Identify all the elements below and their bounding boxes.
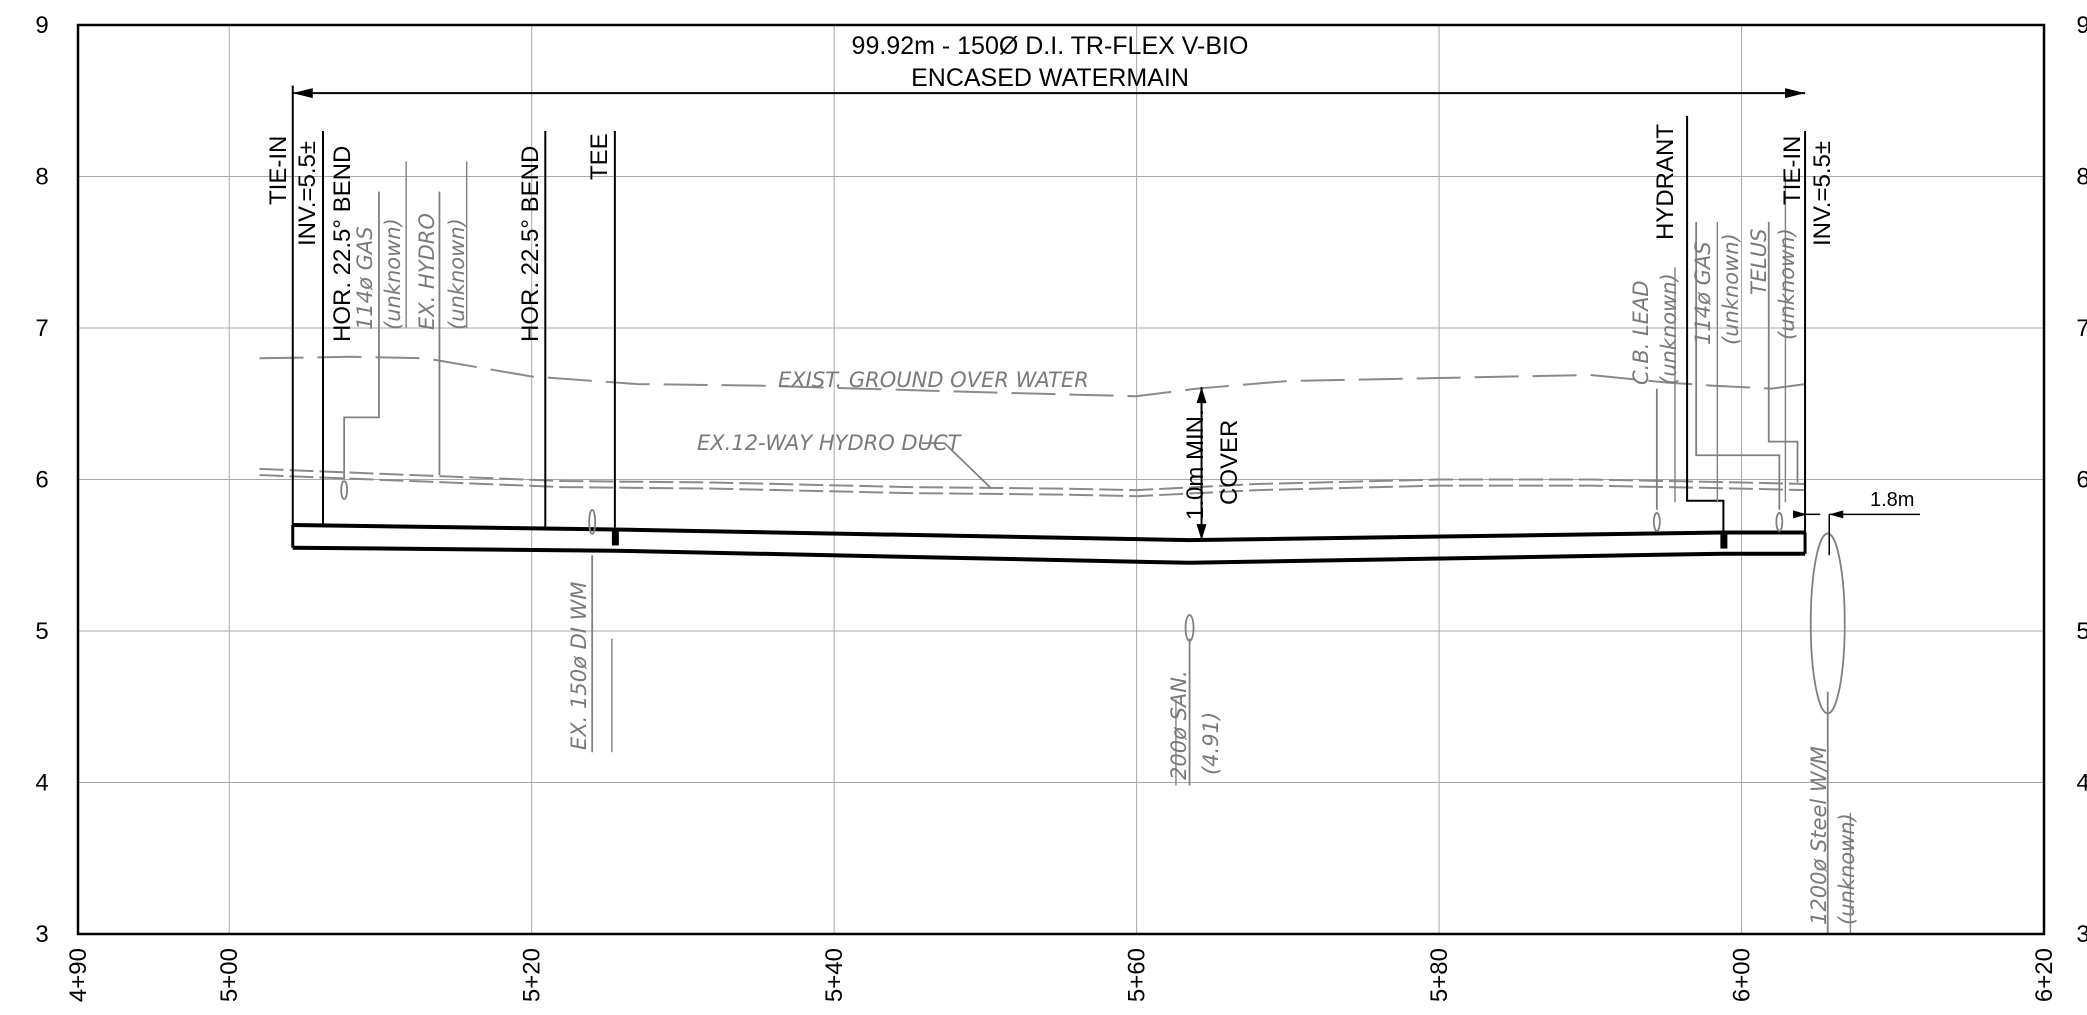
san-sub-label: (4.91) — [1199, 712, 1223, 775]
cb-lead-label: C.B. LEAD — [1629, 280, 1653, 385]
y-tick-label-left: 9 — [35, 12, 48, 39]
offset-arrow-right — [1829, 510, 1844, 519]
utility-pipe-section — [588, 509, 597, 535]
hydrant-leader-line — [1686, 115, 1725, 533]
utilities-layer — [340, 480, 1846, 715]
bend-mid-label: HOR. 22.5° BEND — [517, 146, 544, 342]
x-tick-label: 4+90 — [65, 948, 92, 1002]
gas-right-sub-label: (unknown) — [1719, 233, 1743, 345]
tee-label: TEE — [586, 133, 613, 180]
x-tick-label: 5+00 — [216, 948, 243, 1002]
hydro-duct-layer — [259, 467, 1806, 498]
y-tick-label-right: 4 — [2076, 770, 2087, 797]
cover-arrow-bottom — [1196, 524, 1207, 541]
x-tick-label: 5+60 — [1124, 948, 1151, 1002]
x-tick-label: 5+40 — [821, 948, 848, 1002]
y-tick-label-left: 6 — [35, 467, 48, 494]
title-line-2: ENCASED WATERMAIN — [911, 64, 1189, 92]
y-tick-label-left: 7 — [35, 315, 48, 342]
utility-pipe-section — [1652, 512, 1661, 532]
cover-arrow-top — [1196, 387, 1207, 404]
hydro-duct-line-bottom — [259, 474, 1806, 498]
utility-leader-line — [343, 191, 380, 480]
steel-wm-label: 1200ø Steel W/M — [1807, 746, 1831, 925]
cover-label-2: COVER — [1216, 420, 1243, 505]
cover-label-1: 1.0m MIN. — [1182, 409, 1209, 520]
telus-label: TELUS — [1747, 229, 1771, 296]
title-line-1: 99.92m - 150Ø D.I. TR-FLEX V-BIO — [852, 32, 1249, 60]
y-tick-label-right: 7 — [2076, 315, 2087, 342]
tie-in-left-label: TIE-IN — [265, 136, 292, 205]
leader-lines-layer — [291, 85, 1852, 934]
ground-line — [259, 355, 1806, 398]
arrow-right — [1785, 88, 1806, 99]
utility-pipe-section — [1184, 614, 1195, 642]
y-tick-label-right: 5 — [2076, 618, 2087, 645]
inv-left-label: INV.=5.5± — [294, 141, 321, 246]
utility-leader-line — [1767, 221, 1799, 483]
x-tick-label: 6+20 — [2031, 948, 2058, 1002]
utility-pipe-section — [1809, 532, 1846, 715]
gas-left-sub-label: (unknown) — [381, 218, 405, 330]
plot-frame — [76, 23, 2046, 936]
arrow-left — [292, 88, 313, 99]
san-label: 200ø SAN. — [1167, 670, 1191, 780]
watermain-pipe-layer — [291, 523, 1807, 565]
hydro-duct-label: EX.12-WAY HYDRO DUCT — [697, 431, 963, 455]
utility-pipe-section — [1775, 512, 1784, 532]
hydro-label: EX. HYDRO — [415, 213, 439, 330]
di-wm-label: EX. 150ø DI WM — [567, 581, 591, 750]
x-tick-label: 5+80 — [1426, 948, 1453, 1002]
telus-sub-label: (unknown) — [1775, 228, 1799, 340]
y-tick-label-right: 9 — [2076, 12, 2087, 39]
offset-dimension-label: 1.8m — [1870, 489, 1914, 511]
tee-block — [611, 529, 619, 546]
axes-layer: 3 3 4 4 5 5 6 6 7 7 8 8 9 9 4+90 5+00 5+20 5+40 5+60 5+80 6+… — [35, 12, 2087, 1002]
ground-line-layer — [259, 355, 1806, 398]
tie-in-right-label: TIE-IN — [1779, 136, 1806, 205]
hydrant-label: HYDRANT — [1652, 124, 1679, 240]
hydrant-block — [1720, 532, 1728, 549]
gas-right-label: 114ø GAS — [1691, 241, 1715, 345]
y-tick-label-right: 3 — [2076, 921, 2087, 948]
y-tick-label-right: 6 — [2076, 467, 2087, 494]
cb-lead-sub-label: (unknown) — [1657, 273, 1681, 385]
pipe-bottom-line — [292, 545, 1806, 565]
y-tick-label-left: 4 — [35, 770, 48, 797]
bend-left-label: HOR. 22.5° BEND — [329, 146, 356, 342]
dimensions-layer — [292, 88, 1920, 556]
y-tick-label-left: 8 — [35, 164, 48, 191]
x-tick-label: 6+00 — [1729, 948, 1756, 1002]
offset-arrow-left — [1793, 510, 1808, 519]
inv-right-label: INV.=5.5± — [1809, 141, 1836, 246]
utility-leader-line — [921, 442, 993, 490]
x-tick-label: 5+20 — [519, 948, 546, 1002]
y-tick-label-left: 3 — [35, 921, 48, 948]
y-tick-label-left: 5 — [35, 618, 48, 645]
y-tick-label-right: 8 — [2076, 164, 2087, 191]
hydro-duct-line-top — [259, 467, 1806, 492]
ground-label: EXIST. GROUND OVER WATER — [778, 368, 1089, 392]
utility-pipe-section — [340, 480, 349, 501]
steel-wm-sub-label: (unknown) — [1835, 813, 1859, 925]
utility-leader-line — [1695, 221, 1781, 510]
pipe-top-line — [292, 523, 1806, 543]
gas-left-label: 114ø GAS — [353, 226, 377, 330]
hydro-sub-label: (unknown) — [445, 218, 469, 330]
